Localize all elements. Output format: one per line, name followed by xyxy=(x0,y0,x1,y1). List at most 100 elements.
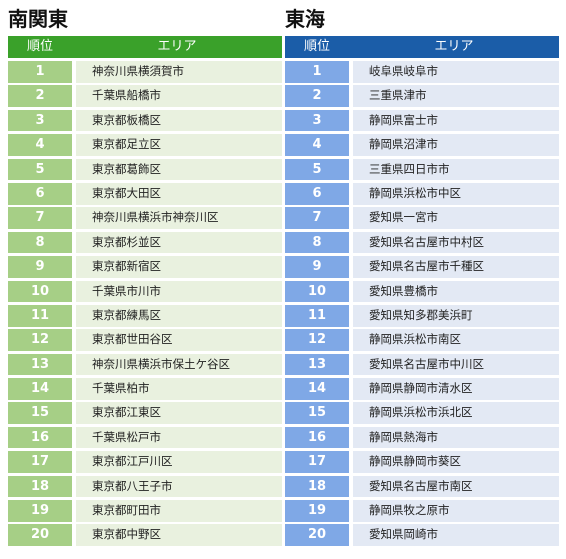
table-header: 順位 エリア xyxy=(285,36,559,58)
area-cell: 千葉県柏市 xyxy=(76,378,282,400)
table-row: 14 静岡県静岡市清水区 xyxy=(285,378,559,400)
rank-cell: 16 xyxy=(285,426,349,449)
area-cell: 東京都杉並区 xyxy=(76,231,282,254)
rank-cell: 18 xyxy=(8,475,72,498)
table-row: 11 愛知県知多郡美浜町 xyxy=(285,304,559,327)
rank-cell: 8 xyxy=(8,231,72,254)
rank-cell: 6 xyxy=(8,182,72,205)
rank-cell: 11 xyxy=(285,304,349,327)
table-row: 2 千葉県船橋市 xyxy=(8,85,282,107)
rank-cell: 9 xyxy=(8,256,72,278)
area-cell: 愛知県豊橋市 xyxy=(353,280,559,303)
table-row: 10 千葉県市川市 xyxy=(8,280,282,303)
table-row: 15 東京都江東区 xyxy=(8,402,282,425)
area-cell: 愛知県名古屋市南区 xyxy=(353,475,559,498)
area-cell: 東京都葛飾区 xyxy=(76,158,282,181)
area-cell: 静岡県牧之原市 xyxy=(353,500,559,522)
rank-cell: 13 xyxy=(8,353,72,376)
rank-cell: 12 xyxy=(8,329,72,351)
rank-cell: 17 xyxy=(285,451,349,473)
rank-cell: 17 xyxy=(8,451,72,473)
rank-cell: 3 xyxy=(285,109,349,132)
table-row: 3 東京都板橋区 xyxy=(8,109,282,132)
rank-cell: 10 xyxy=(285,280,349,303)
area-cell: 東京都新宿区 xyxy=(76,256,282,278)
area-cell: 千葉県船橋市 xyxy=(76,85,282,107)
table-row: 12 東京都世田谷区 xyxy=(8,329,282,351)
area-cell: 愛知県知多郡美浜町 xyxy=(353,304,559,327)
table-header: 順位 エリア xyxy=(8,36,282,58)
table-row: 17 東京都江戸川区 xyxy=(8,451,282,473)
area-cell: 東京都江戸川区 xyxy=(76,451,282,473)
table-row: 6 静岡県浜松市中区 xyxy=(285,182,559,205)
rank-cell: 13 xyxy=(285,353,349,376)
area-cell: 岐阜県岐阜市 xyxy=(353,61,559,83)
table-row: 12 静岡県浜松市南区 xyxy=(285,329,559,351)
table-row: 8 東京都杉並区 xyxy=(8,231,282,254)
header-rank: 順位 xyxy=(303,39,330,54)
area-cell: 静岡県沼津市 xyxy=(353,134,559,156)
table-row: 6 東京都大田区 xyxy=(8,182,282,205)
area-cell: 東京都大田区 xyxy=(76,182,282,205)
area-cell: 東京都世田谷区 xyxy=(76,329,282,351)
rank-cell: 5 xyxy=(8,158,72,181)
area-cell: 神奈川県横浜市保土ケ谷区 xyxy=(76,353,282,376)
rank-cell: 4 xyxy=(8,134,72,156)
table-row: 8 愛知県名古屋市中村区 xyxy=(285,231,559,254)
table-row: 5 三重県四日市市 xyxy=(285,158,559,181)
table-row: 20 愛知県岡崎市 xyxy=(285,524,559,547)
area-cell: 静岡県静岡市清水区 xyxy=(353,378,559,400)
area-cell: 三重県津市 xyxy=(353,85,559,107)
table-title: 東海 xyxy=(285,7,325,31)
area-cell: 愛知県名古屋市千種区 xyxy=(353,256,559,278)
ranking-table-tokai: 東海 順位 エリア 1 岐阜県岐阜市 2 三重県津市 3 静岡県富士市 4 静岡県沼津市 5 三重… xyxy=(285,0,559,549)
area-cell: 東京都江東区 xyxy=(76,402,282,425)
rank-cell: 14 xyxy=(285,378,349,400)
area-cell: 愛知県名古屋市中村区 xyxy=(353,231,559,254)
rank-cell: 20 xyxy=(8,524,72,547)
table-row: 2 三重県津市 xyxy=(285,85,559,107)
area-cell: 東京都練馬区 xyxy=(76,304,282,327)
rank-cell: 7 xyxy=(285,207,349,229)
table-row: 11 東京都練馬区 xyxy=(8,304,282,327)
area-cell: 千葉県市川市 xyxy=(76,280,282,303)
area-cell: 静岡県浜松市中区 xyxy=(353,182,559,205)
rank-cell: 4 xyxy=(285,134,349,156)
table-row: 3 静岡県富士市 xyxy=(285,109,559,132)
rank-cell: 16 xyxy=(8,426,72,449)
header-area: エリア xyxy=(434,39,474,54)
area-cell: 愛知県岡崎市 xyxy=(353,524,559,547)
area-cell: 静岡県熱海市 xyxy=(353,426,559,449)
table-row: 1 神奈川県横須賀市 xyxy=(8,61,282,83)
area-cell: 神奈川県横須賀市 xyxy=(76,61,282,83)
table-row: 18 東京都八王子市 xyxy=(8,475,282,498)
rank-cell: 9 xyxy=(285,256,349,278)
table-row: 16 千葉県松戸市 xyxy=(8,426,282,449)
table-row: 19 東京都町田市 xyxy=(8,500,282,522)
rank-cell: 1 xyxy=(8,61,72,83)
rank-cell: 2 xyxy=(8,85,72,107)
area-cell: 静岡県浜松市南区 xyxy=(353,329,559,351)
area-cell: 神奈川県横浜市神奈川区 xyxy=(76,207,282,229)
area-cell: 静岡県静岡市葵区 xyxy=(353,451,559,473)
rank-cell: 14 xyxy=(8,378,72,400)
table-row: 10 愛知県豊橋市 xyxy=(285,280,559,303)
area-cell: 東京都中野区 xyxy=(76,524,282,547)
area-cell: 東京都町田市 xyxy=(76,500,282,522)
area-cell: 愛知県名古屋市中川区 xyxy=(353,353,559,376)
rank-cell: 19 xyxy=(285,500,349,522)
table-row: 9 愛知県名古屋市千種区 xyxy=(285,256,559,278)
header-area: エリア xyxy=(157,39,197,54)
header-rank: 順位 xyxy=(26,39,53,54)
table-row: 5 東京都葛飾区 xyxy=(8,158,282,181)
ranking-table-minami-kanto: 南関東 順位 エリア 1 神奈川県横須賀市 2 千葉県船橋市 3 東京都板橋区 4 東京都足立… xyxy=(8,0,282,549)
area-cell: 三重県四日市市 xyxy=(353,158,559,181)
rank-cell: 10 xyxy=(8,280,72,303)
rank-cell: 20 xyxy=(285,524,349,547)
rank-cell: 15 xyxy=(8,402,72,425)
table-row: 18 愛知県名古屋市南区 xyxy=(285,475,559,498)
rank-cell: 5 xyxy=(285,158,349,181)
rank-cell: 11 xyxy=(8,304,72,327)
table-row: 13 神奈川県横浜市保土ケ谷区 xyxy=(8,353,282,376)
table-row: 20 東京都中野区 xyxy=(8,524,282,547)
